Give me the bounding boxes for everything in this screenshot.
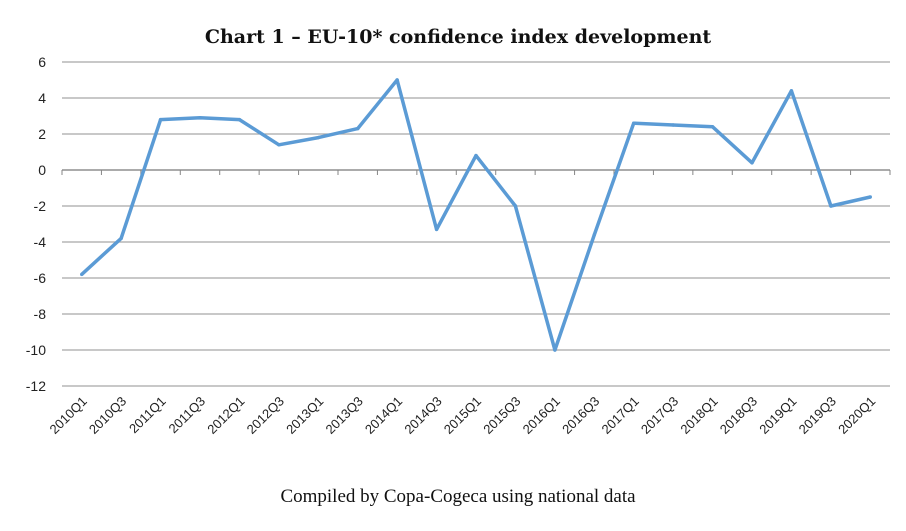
data-point	[553, 348, 557, 352]
data-point	[513, 204, 518, 208]
data-point	[671, 123, 675, 127]
data-point	[474, 153, 478, 158]
data-point	[316, 135, 320, 140]
data-point	[434, 227, 439, 232]
y-axis: 6 4 2 0 -2 -4 -6 -8 -10 -12	[26, 54, 46, 394]
y-tick-label: 4	[38, 90, 46, 106]
data-point	[395, 78, 399, 82]
x-tick-label: 2015Q1	[441, 394, 484, 437]
x-tick-label: 2012Q1	[204, 394, 247, 437]
y-tick-label: 6	[38, 54, 46, 70]
data-point	[750, 161, 754, 165]
x-tick-label: 2016Q3	[559, 394, 602, 437]
x-tick-label: 2019Q3	[796, 394, 839, 437]
y-tick-label: -12	[26, 378, 46, 394]
x-tick-label: 2010Q3	[86, 394, 129, 437]
y-tick-label: 2	[38, 126, 46, 142]
x-tick-label: 2018Q1	[677, 394, 720, 437]
data-point	[789, 89, 794, 93]
x-tick-label: 2012Q3	[244, 394, 287, 437]
x-tick-label: 2017Q1	[599, 394, 642, 437]
data-point	[592, 233, 596, 237]
data-point	[829, 204, 833, 208]
x-tick-label: 2018Q3	[717, 394, 760, 437]
y-tick-label: -6	[34, 270, 47, 286]
source-note: Compiled by Copa-Cogeca using national d…	[280, 486, 636, 507]
y-tick-label: -2	[34, 198, 47, 214]
data-point	[710, 125, 715, 129]
x-axis: 2010Q12010Q32011Q12011Q32012Q12012Q32013…	[47, 169, 891, 437]
y-tick-label: -10	[26, 342, 46, 358]
x-tick-label: 2017Q3	[638, 394, 681, 437]
data-point	[119, 236, 123, 241]
y-tick-label: -8	[34, 306, 47, 322]
x-tick-label: 2016Q1	[520, 394, 563, 437]
data-point	[158, 117, 163, 122]
data-point	[868, 195, 872, 199]
gridlines	[62, 61, 890, 387]
x-tick-label: 2015Q3	[480, 394, 523, 437]
data-point	[237, 117, 242, 122]
data-point	[632, 121, 636, 125]
series-line	[80, 78, 871, 352]
data-point	[356, 126, 360, 131]
series-group	[80, 78, 872, 352]
x-tick-label: 2013Q3	[323, 394, 366, 437]
data-point	[277, 143, 281, 147]
x-tick-label: 2010Q1	[47, 394, 90, 437]
x-tick-label: 2020Q1	[835, 394, 878, 437]
x-tick-label: 2014Q3	[401, 394, 444, 437]
x-tick-label: 2013Q1	[283, 394, 326, 437]
chart-title: Chart 1 – EU-10* confidence index develo…	[204, 26, 712, 48]
data-point	[80, 272, 84, 277]
x-tick-label: 2014Q1	[362, 394, 405, 437]
y-tick-label: 0	[38, 162, 46, 178]
x-tick-label: 2019Q1	[756, 394, 799, 437]
data-point	[198, 116, 202, 120]
y-tick-label: -4	[34, 234, 47, 250]
x-tick-label: 2011Q1	[126, 394, 169, 437]
x-tick-label: 2011Q3	[165, 394, 208, 437]
